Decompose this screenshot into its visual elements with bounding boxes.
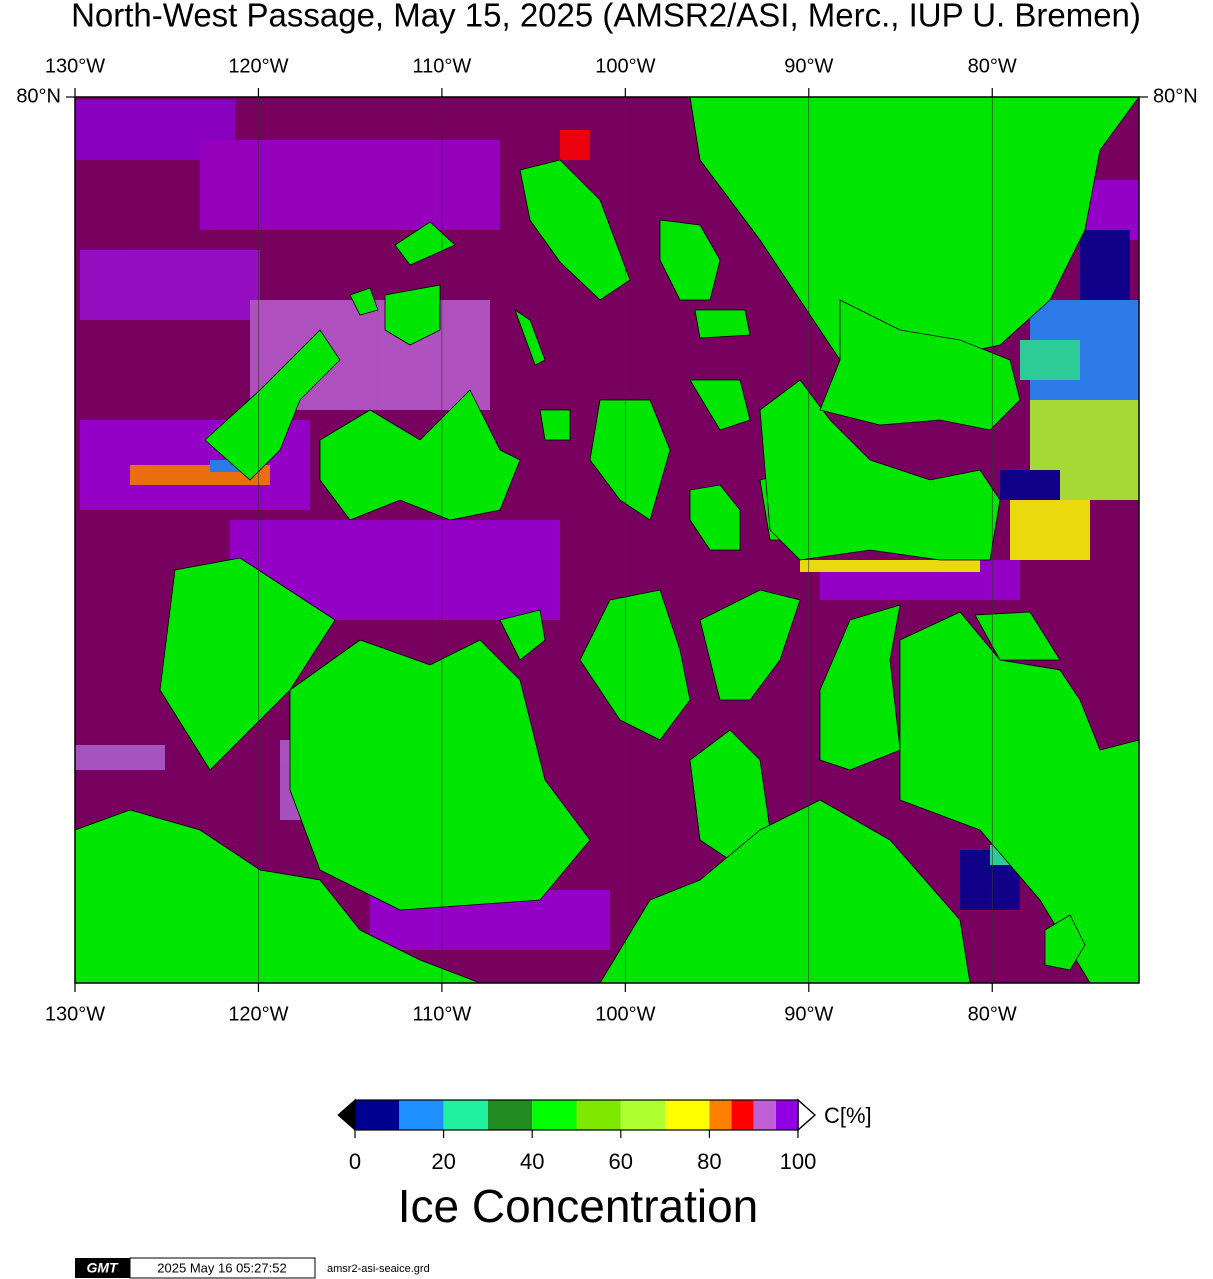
x-tick-label: 130°W <box>45 55 105 77</box>
x-tick-label: 130°W <box>45 1003 105 1025</box>
colorbar-bin <box>443 1100 488 1130</box>
colorbar-under-triangle <box>337 1098 356 1132</box>
map-frame <box>74 96 1140 984</box>
colorbar-bin <box>487 1100 533 1130</box>
colorbar-frame <box>354 1099 799 1131</box>
x-tick-label: 90°W <box>784 1003 833 1025</box>
x-tick-label: 90°W <box>784 55 833 77</box>
colorbar-bin <box>709 1100 732 1130</box>
land <box>74 96 1140 984</box>
colorbar-tick-label: 0 <box>349 1149 361 1174</box>
colorbar-bin <box>731 1100 754 1130</box>
colorbar-tick-label: 80 <box>697 1149 721 1174</box>
gmt-logo-box <box>75 1258 130 1278</box>
colorbar-bin <box>753 1100 776 1130</box>
colorbar-tick-label: 20 <box>431 1149 455 1174</box>
gmt-logo: GMT <box>86 1260 119 1276</box>
colorbar-bin <box>399 1100 444 1130</box>
x-tick-label: 120°W <box>228 1003 288 1025</box>
x-tick-label: 80°W <box>968 55 1017 77</box>
colorbar-tick-label: 100 <box>780 1149 817 1174</box>
colorbar-bin <box>620 1100 666 1130</box>
colorbar-bin <box>775 1100 798 1130</box>
colorbar-tick-label: 40 <box>520 1149 544 1174</box>
x-tick-label: 110°W <box>413 55 472 77</box>
sea-texture <box>75 100 1139 950</box>
timestamp: 2025 May 16 05:27:52 <box>157 1260 286 1275</box>
x-tick-label: 80°W <box>968 1003 1017 1025</box>
x-tick-label: 100°W <box>595 1003 655 1025</box>
colorbar-bin <box>576 1100 621 1130</box>
colorbar-bin <box>355 1100 400 1130</box>
colorbar-bin <box>532 1100 577 1130</box>
colorbar <box>355 1100 798 1130</box>
x-tick-label: 100°W <box>595 55 655 77</box>
colorbar-over-triangle <box>797 1098 817 1132</box>
y-tick-label: 80°N <box>1153 85 1198 107</box>
colorbar-bin <box>665 1100 710 1130</box>
x-tick-label: 110°W <box>413 1003 472 1025</box>
colorbar-tick-label: 60 <box>609 1149 633 1174</box>
y-tick-label: 80°N <box>16 85 61 107</box>
map-title: North-West Passage, May 15, 2025 (AMSR2/… <box>71 0 1141 34</box>
colorbar-unit: C[%] <box>824 1103 872 1128</box>
x-tick-label: 120°W <box>228 55 288 77</box>
grid-file: amsr2-asi-seaice.grd <box>327 1263 430 1275</box>
colorbar-title: Ice Concentration <box>398 1180 759 1232</box>
timestamp-box <box>129 1257 316 1279</box>
